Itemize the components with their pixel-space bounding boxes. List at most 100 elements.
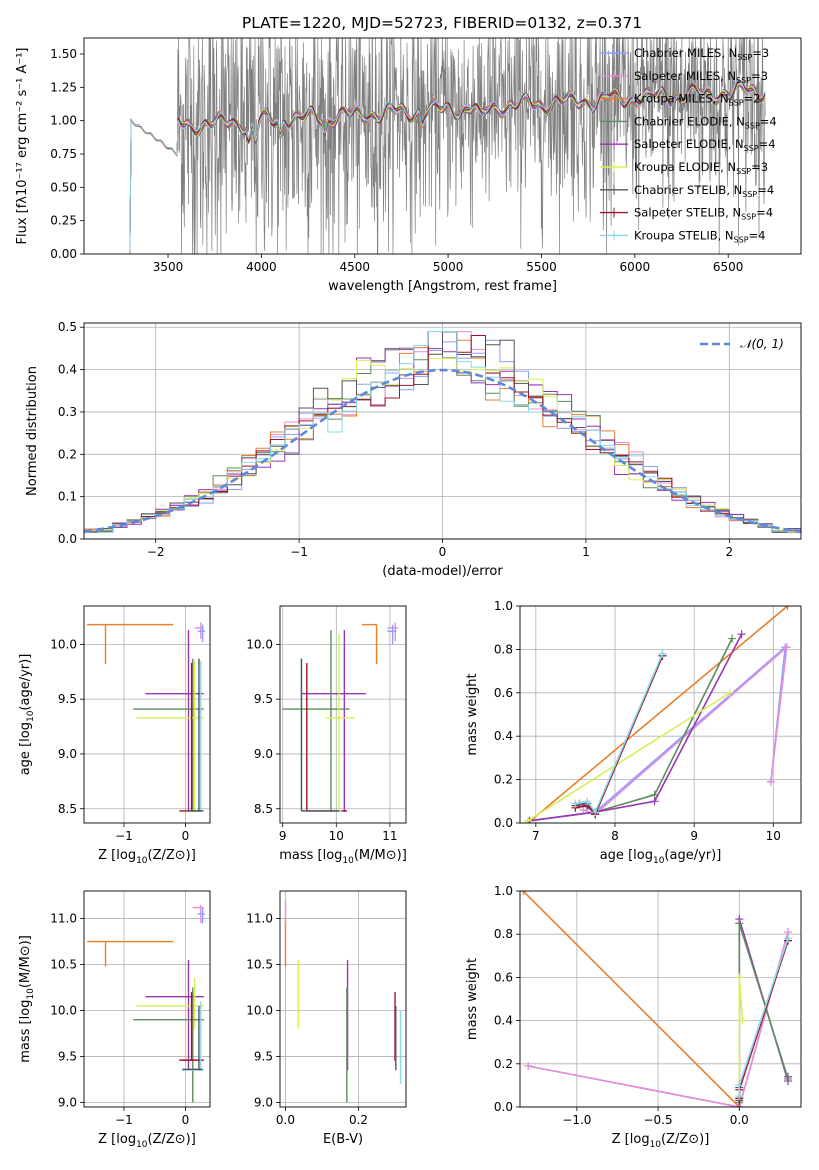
legend-sub: SSP [736,76,751,85]
x-axis-label: Z [log10(Z/Z⊙)] [98,1132,196,1150]
legend-sub: SSP [736,167,751,176]
legend-sub: SSP [737,53,752,62]
x-axis-label-text: Z [log [98,1132,136,1147]
x-axis-label-sub: 10 [136,1140,148,1150]
y-tick-label: 9.5 [254,1049,273,1063]
legend-sub: SSP [742,190,757,199]
series-point-kroupa_stelib [735,1081,744,1090]
series-line-kroupa_elodie [527,692,731,822]
x-axis-label-post: (Z/Z⊙)] [661,1132,709,1147]
series-point-kroupa_miles [520,891,528,895]
legend-sub: SSP [744,144,759,153]
y-axis-label: age [log10(age/yr)] [18,654,36,776]
x-axis-label: (data-model)/error [382,564,503,579]
legend-post: =3 [752,46,769,60]
x-tick-label: 9 [279,829,287,843]
legend-entry-chabrier_miles: Chabrier MILES, NSSP=3 [634,46,769,62]
legend-text: Chabrier MILES, N [634,46,737,60]
series-point-salpeter_miles [579,805,588,814]
age-vs-metallicity-panel: −1 08.59.09.510.0Z [log10(Z/Z⊙)]age [log1… [18,605,211,866]
axes-frame [83,890,211,1108]
y-tick-label: 0.6 [494,686,513,700]
y-tick-label: 0.0 [58,532,77,546]
y-tick-label: 10.0 [50,1003,77,1017]
y-tick-label: 11.0 [50,912,77,926]
plot-area [282,622,398,813]
x-axis-label: wavelength [Angstrom, rest frame] [328,279,557,294]
series-line-kroupa_stelib [575,653,664,814]
plot-area [520,891,793,1107]
residuals-panel: −2 −1 0 1 2 0.0 0.1 0.2 0.3 0.4 0.5 (data-model)/er… [25,320,802,579]
y-tick-label: 10.0 [246,637,273,651]
y-axis-label: Normed distribution [25,366,40,496]
series-point-kroupa_stelib [658,649,667,658]
y-tick-label: 0.75 [50,147,77,161]
residual-legend: 𝒩(0, 1) [700,337,784,351]
y-axis-label-post: (age/yr)] [18,654,33,711]
series-point-kroupa_stelib [583,797,592,806]
series-point-salpeter_miles [766,777,775,786]
y-axis-label-sub: 10 [26,988,36,1000]
y-tick-label: 0.3 [58,405,77,419]
series-line-salpeter_elodie [529,633,743,822]
x-axis-label: Z [log10(Z/Z⊙)] [98,848,196,866]
series-line-kroupa_miles [522,891,740,1107]
y-tick-label: 1.0 [494,599,513,613]
y-tick-label: 10.0 [246,1003,273,1017]
x-tick-label: 4000 [246,260,277,274]
y-tick-label: 0.4 [58,363,77,377]
y-tick-label: 8.5 [58,802,77,816]
y-tick-label: 0.1 [58,490,77,504]
x-axis-label: mass [log10(M/M⊙)] [279,848,407,866]
x-axis-label-post: (Z/Z⊙)] [148,1132,196,1147]
model-spectrum-kroupa_stelib [112,78,766,254]
y-tick-label: 9.0 [58,1095,77,1109]
x-tick-label: −1 [115,829,133,843]
model-spectrum-kroupa_elodie [112,82,766,254]
axes-frame [279,605,407,824]
y-tick-label: 0.2 [494,773,513,787]
y-axis-label-text: mass [log [18,1000,33,1063]
plot-area [87,904,206,1103]
mass-weight-vs-metallicity-panel: −1.0 −0.5 0.0 0.0 0.2 0.4 0.6 0.8 1.0 Z [log10(Z/… [465,884,802,1150]
plot-area [84,331,801,534]
axes-frame [83,605,211,824]
plot-area [112,38,766,254]
x-axis-label-post: (M/M⊙)] [354,848,407,863]
series-point-kroupa_stelib [784,934,793,943]
legend-text: Salpeter MILES, N [634,69,736,83]
y-tick-label: 0.8 [494,642,513,656]
legend-text: Kroupa ELODIE, N [634,160,736,174]
series-point-kroupa_stelib [735,1092,744,1101]
legend-entry-kroupa_miles: Kroupa MILES, NSSP=2 [634,92,760,108]
y-tick-label: 0.6 [494,970,513,984]
y-tick-label: 1.00 [50,114,77,128]
legend-post: =2 [744,92,761,106]
axes-frame [83,322,802,540]
legend-post: =4 [749,228,766,242]
y-tick-label: 1.25 [50,80,77,94]
y-tick-label: 10.5 [246,958,273,972]
legend-sub: SSP [734,235,749,244]
y-tick-label: 0.8 [494,927,513,941]
x-tick-label: −1 [115,1113,133,1127]
legend-sub: SSP [729,99,744,108]
series-point-chabrier_elodie [728,634,737,643]
legend-post: =4 [759,137,776,151]
plot-area [284,900,402,1103]
y-tick-label: 0.4 [494,1014,513,1028]
y-axis-label: mass weight [465,673,480,755]
spectrum-panel: 3500 4000 4500 5000 5500 6000 6500 0.00 0.25 0.50… [15,37,802,294]
y-axis-label: Flux [fλ10⁻¹⁷ erg cm⁻² s⁻¹ A⁻¹] [15,48,30,245]
x-axis-label-text: mass [log [279,848,342,863]
axes-frame [519,605,802,824]
x-tick-label: 0.0 [730,1113,749,1127]
y-tick-label: 9.0 [58,747,77,761]
series-point-kroupa_elodie [735,973,744,982]
x-axis-label-text: Z [log [98,848,136,863]
y-axis-label-text: age [log [18,722,33,775]
y-tick-label: 10.5 [50,958,77,972]
series-line-kroupa_miles [527,606,789,823]
